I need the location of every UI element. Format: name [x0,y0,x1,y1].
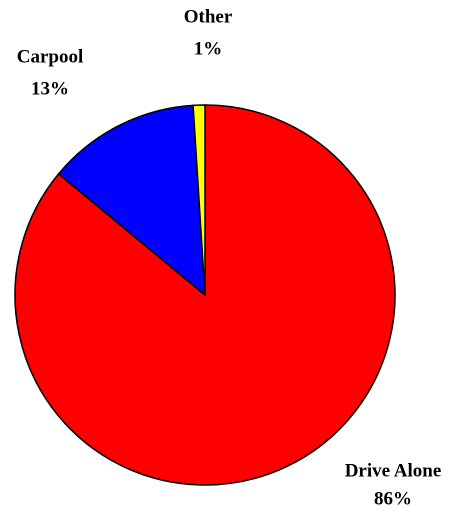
slice-label: Carpool [17,46,84,67]
pie-slice [57,104,206,297]
slice-label: Drive Alone [345,460,442,481]
pie-slice [192,104,206,296]
slice-label: Other [184,6,233,27]
slice-value: 86% [374,488,412,509]
slice-value: 1% [194,38,223,59]
slice-value: 13% [31,78,69,99]
